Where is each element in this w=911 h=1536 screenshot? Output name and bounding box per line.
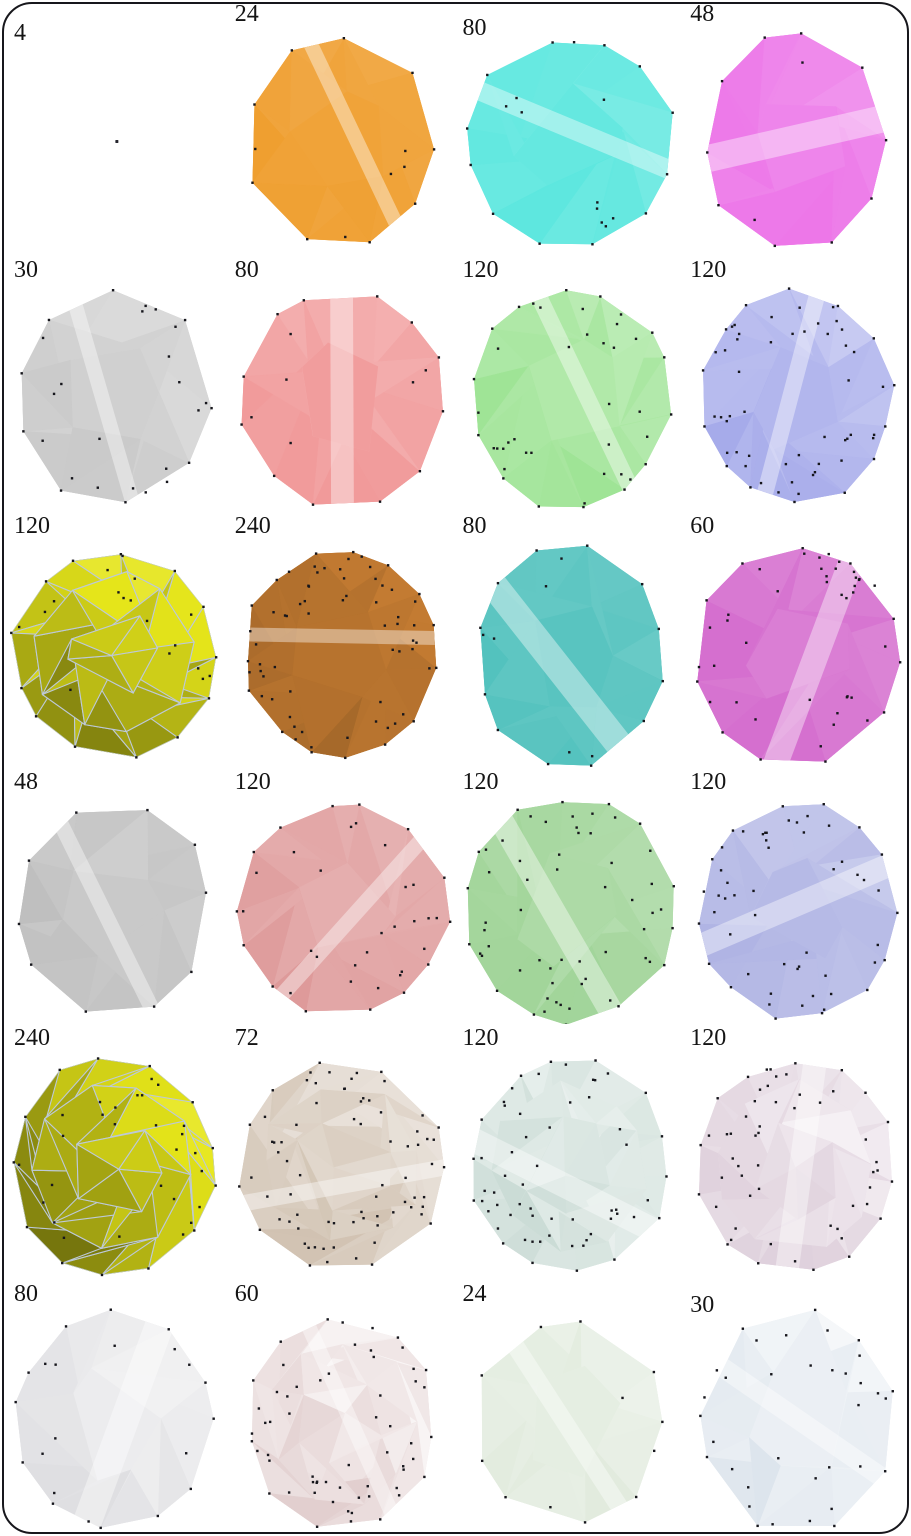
polyhedron-cell-6: 120	[456, 256, 684, 512]
vertex-count-label: 48	[14, 769, 38, 795]
polyhedron-cell-23: 30	[683, 1280, 911, 1536]
polyhedron-canvas-3	[706, 32, 888, 248]
polyhedron-canvas-11	[696, 547, 902, 763]
vertex-count-label: 24	[462, 1281, 487, 1307]
polyhedron-cell-21: 60	[228, 1280, 456, 1536]
polyhedron-canvas-2	[465, 40, 674, 246]
polyhedron-canvas-1	[251, 36, 436, 244]
polyhedron-canvas-14	[466, 800, 675, 1024]
polyhedron-canvas-21	[250, 1318, 433, 1528]
polyhedron-canvas-18	[471, 1059, 668, 1272]
vertex-count-label: 240	[14, 1025, 50, 1051]
polyhedron-canvas-13	[235, 803, 452, 1013]
vertex-count-label: 60	[690, 513, 715, 539]
polyhedron-canvas-22	[480, 1320, 664, 1524]
vertex-count-label: 240	[234, 513, 271, 539]
vertex-count-label: 120	[690, 257, 727, 283]
polyhedron-canvas-19	[698, 1062, 894, 1271]
polyhedron-canvas-10	[478, 544, 664, 767]
vertex-count-label: 120	[462, 1025, 499, 1051]
polyhedron-cell-14: 120	[456, 768, 684, 1024]
polyhedron-canvas-4	[20, 289, 213, 504]
polyhedron-canvas-0	[115, 139, 119, 143]
polyhedron-cell-8: 120	[0, 512, 228, 768]
polyhedron-canvas-8	[10, 552, 218, 759]
vertex-count-label: 120	[14, 513, 50, 539]
vertex-count-label: 80	[462, 15, 487, 41]
polyhedron-cell-19: 120	[683, 1024, 911, 1280]
polyhedron-cell-2: 80	[456, 0, 684, 256]
polyhedron-canvas-20	[14, 1308, 215, 1530]
vertex-count-label: 72	[234, 1025, 259, 1051]
polyhedron-cell-20: 80	[0, 1280, 228, 1536]
polyhedron-cell-11: 60	[683, 512, 911, 768]
polyhedron-cell-0: 4	[0, 0, 228, 256]
vertex-count-label: 80	[462, 513, 487, 539]
polyhedron-cell-13: 120	[228, 768, 456, 1024]
polyhedron-cell-10: 80	[456, 512, 684, 768]
vertex-count-label: 4	[14, 20, 26, 46]
polyhedron-canvas-15	[698, 803, 899, 1020]
vertex-count-label: 80	[14, 1281, 38, 1307]
vertex-count-label: 48	[690, 1, 715, 27]
polyhedron-cell-12: 48	[0, 768, 228, 1024]
polyhedron-canvas-23	[699, 1308, 895, 1528]
polyhedron-cell-4: 30	[0, 256, 228, 512]
polyhedron-cell-7: 120	[683, 256, 911, 512]
vertex-count-label: 120	[690, 1025, 727, 1051]
vertex-count-label: 120	[690, 769, 727, 795]
polyhedron-canvas-9	[246, 550, 438, 760]
polyhedron-cell-5: 80	[228, 256, 456, 512]
polyhedron-canvas-12	[17, 808, 208, 1013]
polyhedron-cell-9: 240	[228, 512, 456, 768]
polyhedron-cell-17: 72	[228, 1024, 456, 1280]
vertex-count-label: 120	[234, 769, 271, 795]
polyhedron-cell-22: 24	[456, 1280, 684, 1536]
vertex-count-label: 30	[690, 1292, 715, 1318]
vertex-count-label: 120	[462, 257, 499, 283]
polyhedron-canvas-16	[12, 1057, 217, 1277]
polyhedron-canvas-17	[237, 1061, 446, 1267]
polyhedron-cell-1: 24	[228, 0, 456, 256]
vertex-count-label: 80	[234, 257, 259, 283]
vertex-count-label: 24	[234, 1, 259, 27]
polyhedron-cell-16: 240	[0, 1024, 228, 1280]
polyhedron-canvas-7	[702, 287, 896, 504]
vertex-count-label: 60	[234, 1281, 259, 1307]
vertex-count-label: 120	[462, 769, 499, 795]
polyhedron-cell-18: 120	[456, 1024, 684, 1280]
polyhedron-canvas-6	[472, 289, 672, 509]
polyhedron-cell-15: 120	[683, 768, 911, 1024]
polyhedron-cell-3: 48	[683, 0, 911, 256]
polyhedron-canvas-5	[240, 295, 444, 506]
vertex-count-label: 30	[14, 257, 38, 283]
